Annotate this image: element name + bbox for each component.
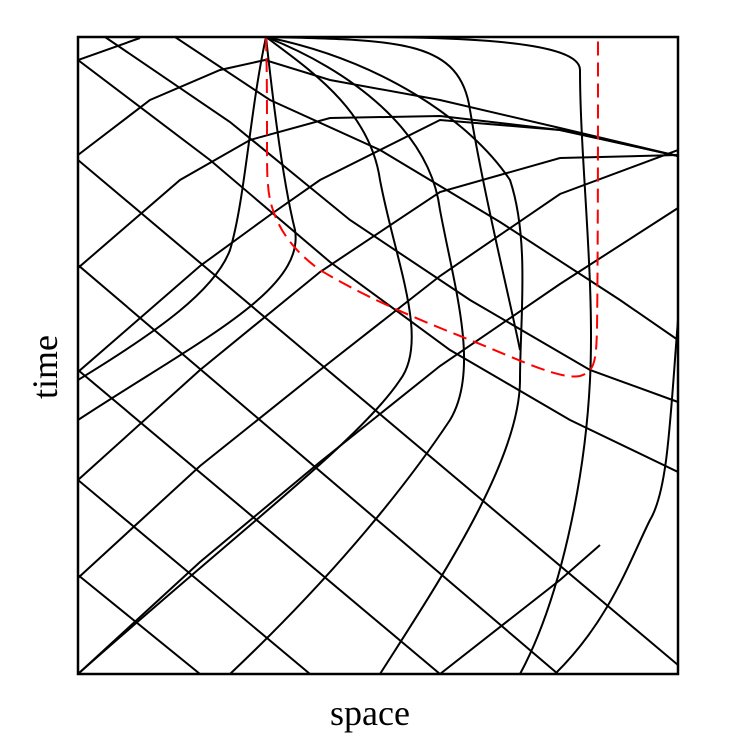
- x-axis-label: space: [330, 693, 410, 733]
- worldline-right-2: [78, 479, 311, 674]
- worldline-left-6: [78, 58, 678, 157]
- worldline-right-7: [104, 37, 678, 403]
- worldline-right-5: [78, 159, 678, 666]
- fan-curve-7: [266, 37, 592, 674]
- fan-curve-1: [78, 37, 267, 381]
- worldline-left-7: [78, 37, 141, 61]
- worldline-right-3: [78, 369, 441, 674]
- worldline-left-1: [78, 207, 678, 674]
- plot-frame: [76, 35, 680, 676]
- fan-curve-4: [229, 37, 466, 674]
- fan-curve-3: [78, 37, 413, 674]
- worldline-right-1: [78, 574, 201, 674]
- fan-curve-2: [78, 37, 297, 421]
- fan-curve-9: [439, 544, 601, 674]
- highlighted-path: [265, 36, 599, 378]
- worldline-right-6: [78, 59, 678, 473]
- fan-curve-8: [554, 319, 678, 674]
- worldline-left-2: [78, 149, 678, 579]
- fan-curve-6: [265, 37, 521, 351]
- y-axis-label: time: [25, 335, 65, 399]
- worldline-left-5: [78, 114, 678, 269]
- grid-curves: [78, 37, 678, 674]
- worldline-right-8: [174, 37, 678, 341]
- worldline-left-3: [78, 154, 678, 481]
- worldline-right-4: [78, 264, 559, 674]
- fan-curve-5: [265, 37, 524, 674]
